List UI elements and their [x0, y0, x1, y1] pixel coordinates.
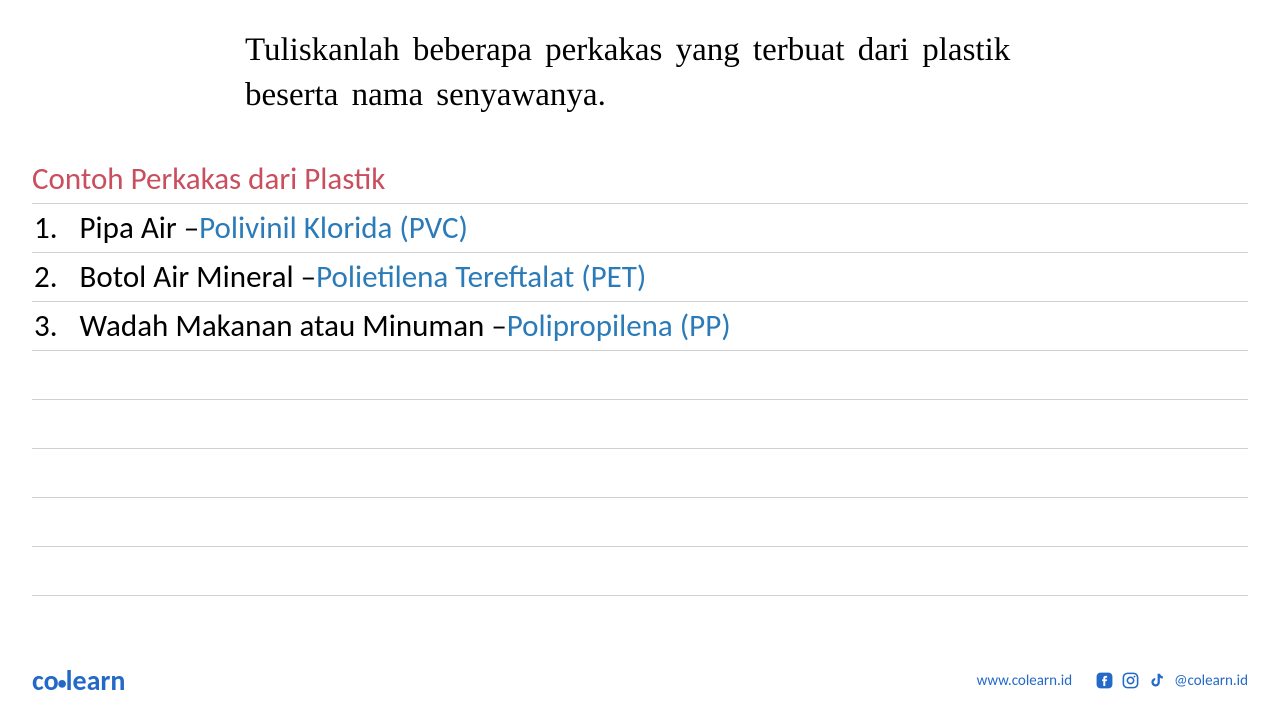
item-number: 1.: [32, 209, 58, 247]
item-name: Pipa Air –: [80, 209, 200, 247]
list-item-row: 3. Wadah Makanan atau Minuman – Poliprop…: [32, 302, 1248, 351]
item-compound: Polietilena Tereftalat (PET): [316, 258, 646, 296]
footer: co•learn www.colearn.id @colearn.id: [32, 663, 1248, 698]
logo-part-2: learn: [66, 663, 126, 698]
empty-line: [32, 351, 1248, 400]
list-item-row: 1. Pipa Air – Polivinil Klorida (PVC): [32, 204, 1248, 253]
section-title: Contoh Perkakas dari Plastik: [32, 160, 385, 198]
item-name: Botol Air Mineral –: [80, 258, 317, 296]
item-compound: Polipropilena (PP): [507, 307, 731, 345]
item-compound: Polivinil Klorida (PVC): [199, 209, 468, 247]
section-title-row: Contoh Perkakas dari Plastik: [32, 155, 1248, 204]
logo-part-1: co: [32, 663, 59, 698]
question-text: Tuliskanlah beberapa perkakas yang terbu…: [245, 28, 1045, 117]
website-url: www.colearn.id: [977, 672, 1073, 690]
empty-line: [32, 400, 1248, 449]
empty-line: [32, 498, 1248, 547]
social-links: @colearn.id: [1094, 671, 1248, 691]
lined-content: Contoh Perkakas dari Plastik 1. Pipa Air…: [32, 155, 1248, 596]
social-handle: @colearn.id: [1174, 672, 1248, 690]
list-item-row: 2. Botol Air Mineral – Polietilena Teref…: [32, 253, 1248, 302]
footer-right: www.colearn.id @colearn.id: [977, 671, 1248, 691]
item-number: 2.: [32, 258, 58, 296]
empty-line: [32, 547, 1248, 596]
tiktok-icon: [1146, 671, 1166, 691]
brand-logo: co•learn: [32, 663, 125, 698]
item-name: Wadah Makanan atau Minuman –: [80, 307, 507, 345]
instagram-icon: [1120, 671, 1140, 691]
facebook-icon: [1094, 671, 1114, 691]
item-number: 3.: [32, 307, 58, 345]
empty-line: [32, 449, 1248, 498]
